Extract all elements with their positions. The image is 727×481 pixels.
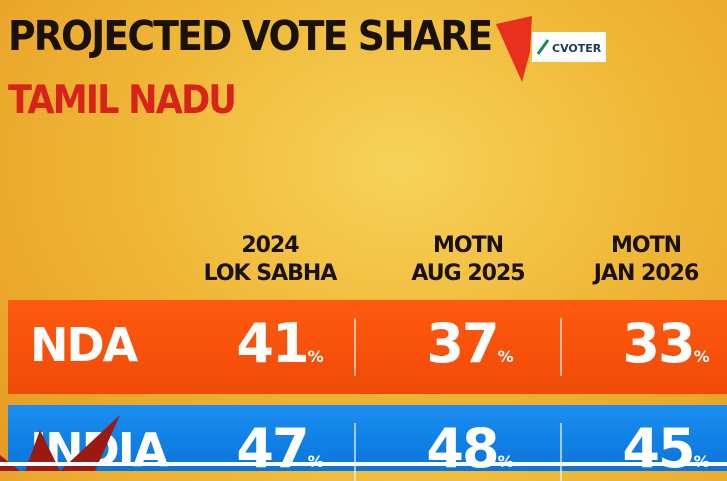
page-title: PROJECTED VOTE SHARE (8, 12, 493, 60)
divider (560, 318, 562, 376)
value-cell: 47% (236, 417, 323, 480)
svg-text:CVOTER: CVOTER (552, 42, 602, 55)
divider (354, 423, 356, 481)
state-subtitle: TAMIL NADU (8, 78, 237, 123)
column-header-3: MOTN JAN 2026 (593, 233, 700, 286)
column-header-2: MOTN AUG 2025 (411, 233, 525, 286)
value-cell: 33% (622, 312, 710, 375)
value-cell: 41% (236, 312, 324, 375)
divider (0, 462, 727, 466)
value-cell: 37% (426, 312, 514, 375)
value-cell: 45% (622, 417, 709, 480)
divider (354, 318, 356, 376)
table-row-nda: NDA 41% 37% 33% (8, 300, 727, 394)
column-header-1: 2024 LOK SABHA (203, 233, 338, 286)
party-name: NDA (30, 318, 138, 372)
table-row-india: INDIA 47% 48% 45% (8, 405, 727, 481)
value-cell: 48% (426, 417, 513, 480)
channel-logo-spikes (0, 415, 120, 471)
divider (560, 423, 562, 481)
cvoter-logo: CVOTER (496, 16, 606, 82)
